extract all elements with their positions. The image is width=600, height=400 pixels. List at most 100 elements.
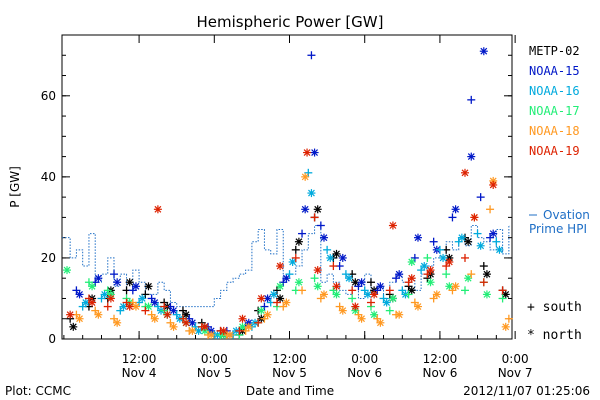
x-tick-label-time: 12:00 xyxy=(423,352,458,366)
x-tick-label-time: 12:00 xyxy=(122,352,157,366)
north-marker xyxy=(476,241,485,250)
south-marker xyxy=(460,253,469,262)
south-marker xyxy=(103,302,112,311)
north-marker xyxy=(69,322,78,331)
south-marker xyxy=(417,266,426,275)
south-marker xyxy=(423,270,432,279)
y-tick-label: 60 xyxy=(41,89,56,103)
south-marker xyxy=(166,318,175,327)
north-marker xyxy=(282,298,291,307)
south-marker xyxy=(128,286,137,295)
north-marker xyxy=(150,298,159,307)
north-marker xyxy=(313,282,322,291)
south-marker xyxy=(160,302,169,311)
south-marker xyxy=(442,262,451,271)
south-marker xyxy=(448,213,457,222)
x-axis-label: Date and Time xyxy=(246,384,334,398)
north-marker xyxy=(482,270,491,279)
south-marker xyxy=(498,286,507,295)
south-marker xyxy=(279,302,288,311)
north-marker xyxy=(244,322,253,331)
south-marker xyxy=(479,278,488,287)
south-marker xyxy=(72,286,81,295)
north-marker xyxy=(445,257,454,266)
south-marker xyxy=(316,221,325,230)
south-marker xyxy=(435,245,444,254)
marker-legend-north: * north xyxy=(527,328,582,343)
x-tick-label-date: Nov 4 xyxy=(122,366,157,380)
south-marker xyxy=(323,245,332,254)
south-marker xyxy=(84,294,93,303)
south-marker xyxy=(473,229,482,238)
south-marker xyxy=(307,51,316,60)
south-marker xyxy=(310,213,319,222)
north-marker xyxy=(489,180,498,189)
chart-title: Hemispheric Power [GW] xyxy=(197,13,384,31)
north-marker xyxy=(432,290,441,299)
north-marker xyxy=(163,310,172,319)
north-marker xyxy=(257,306,266,315)
south-marker xyxy=(486,205,495,214)
south-marker xyxy=(423,253,432,262)
south-marker xyxy=(366,298,375,307)
legend-entry: METP-02 xyxy=(529,44,580,58)
north-marker xyxy=(207,330,216,339)
x-tick-label-date: Nov 5 xyxy=(272,366,307,380)
north-marker xyxy=(501,322,510,331)
north-marker xyxy=(319,290,328,299)
north-marker xyxy=(313,205,322,214)
legend: METP-02 NOAA-15 NOAA-16 NOAA-17 NOAA-18 NOAA-… xyxy=(527,44,590,343)
south-marker xyxy=(316,294,325,303)
north-marker xyxy=(200,322,209,331)
south-marker xyxy=(398,286,407,295)
north-marker xyxy=(113,318,122,327)
south-marker xyxy=(454,237,463,246)
north-marker xyxy=(75,314,84,323)
y-axis-ticks: 0 20 40 60 xyxy=(41,34,512,346)
north-marker xyxy=(303,148,312,157)
north-marker xyxy=(138,294,147,303)
x-tick-label-date: Nov 6 xyxy=(347,366,382,380)
legend-entry: NOAA-18 xyxy=(529,124,580,138)
x-tick-label-time: 0:00 xyxy=(351,352,378,366)
north-marker xyxy=(182,310,191,319)
south-marker xyxy=(272,298,281,307)
y-tick-label: 20 xyxy=(41,251,56,265)
x-tick-label-date: Nov 6 xyxy=(422,366,457,380)
north-marker xyxy=(319,233,328,242)
south-marker xyxy=(429,237,438,246)
south-marker xyxy=(385,286,394,295)
south-marker xyxy=(279,278,288,287)
north-marker xyxy=(482,290,491,299)
north-marker xyxy=(131,282,140,291)
north-marker xyxy=(420,262,429,271)
south-marker xyxy=(404,290,413,299)
north-marker xyxy=(88,298,97,307)
south-marker xyxy=(429,294,438,303)
south-marker xyxy=(285,270,294,279)
ovation-line xyxy=(62,225,510,308)
north-marker xyxy=(376,282,385,291)
north-marker xyxy=(282,274,291,283)
north-marker xyxy=(125,278,134,287)
north-marker xyxy=(332,249,341,258)
south-marker xyxy=(110,270,119,279)
south-marker xyxy=(354,310,363,319)
north-marker xyxy=(464,274,473,283)
x-tick-label-time: 0:00 xyxy=(502,352,529,366)
legend-entry: NOAA-19 xyxy=(529,144,580,158)
north-marker xyxy=(357,278,366,287)
south-marker xyxy=(110,314,119,323)
north-marker xyxy=(263,310,272,319)
south-marker xyxy=(103,286,112,295)
north-marker xyxy=(276,294,285,303)
south-marker xyxy=(504,314,513,323)
north-marker xyxy=(144,282,153,291)
north-marker xyxy=(370,310,379,319)
south-marker xyxy=(373,314,382,323)
north-marker xyxy=(451,282,460,291)
south-marker xyxy=(329,262,338,271)
north-marker xyxy=(276,262,285,271)
north-marker xyxy=(338,306,347,315)
